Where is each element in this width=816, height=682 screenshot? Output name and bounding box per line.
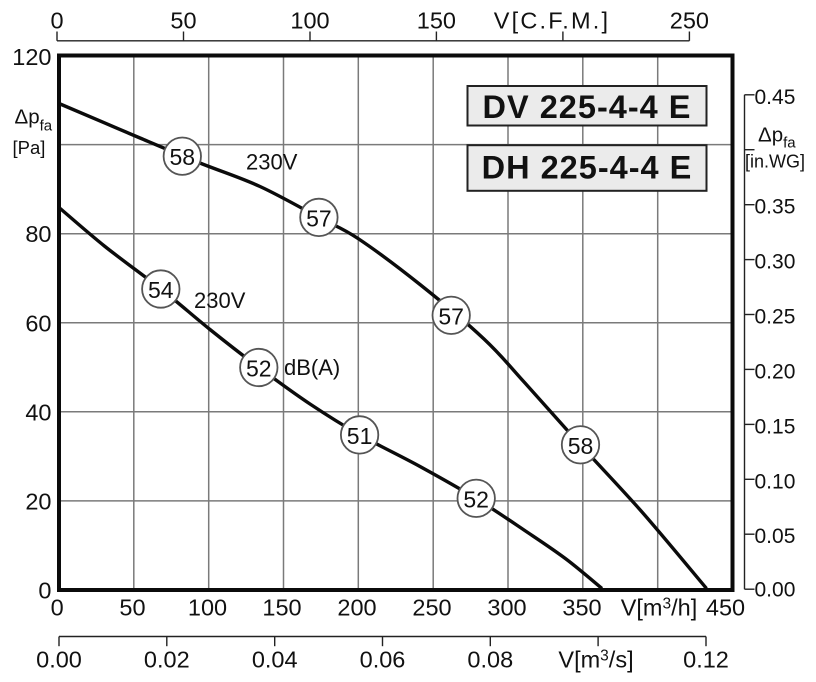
svg-text:40: 40: [25, 399, 51, 425]
svg-text:230V: 230V: [246, 150, 298, 175]
svg-text:0.02: 0.02: [144, 647, 190, 673]
svg-text:230V: 230V: [194, 288, 246, 313]
svg-text:50: 50: [170, 8, 196, 34]
svg-text:0.15: 0.15: [755, 415, 796, 438]
svg-text:0.06: 0.06: [360, 647, 406, 673]
svg-text:80: 80: [25, 221, 51, 247]
svg-text:0.12: 0.12: [683, 647, 729, 673]
svg-text:20: 20: [25, 488, 51, 514]
svg-text:58: 58: [568, 433, 594, 459]
svg-text:0.00: 0.00: [755, 579, 796, 602]
svg-text:0.45: 0.45: [755, 86, 796, 109]
svg-text:0.04: 0.04: [252, 647, 298, 673]
svg-text:450: 450: [706, 595, 745, 621]
svg-text:100: 100: [188, 595, 227, 621]
svg-text:0.25: 0.25: [755, 306, 796, 329]
svg-text:57: 57: [438, 303, 464, 329]
svg-text:0.35: 0.35: [755, 196, 796, 219]
svg-text:200: 200: [337, 595, 376, 621]
svg-text:0.08: 0.08: [467, 647, 513, 673]
svg-text:300: 300: [487, 595, 526, 621]
svg-text:[in.WG]: [in.WG]: [745, 152, 805, 172]
svg-text:100: 100: [290, 8, 329, 34]
svg-text:250: 250: [412, 595, 451, 621]
svg-text:57: 57: [306, 205, 332, 231]
svg-text:V[m3/h]: V[m3/h]: [621, 595, 698, 621]
svg-text:0: 0: [51, 595, 64, 621]
svg-text:150: 150: [417, 8, 456, 34]
svg-text:[Pa]: [Pa]: [13, 137, 46, 158]
svg-text:0.30: 0.30: [755, 251, 796, 274]
svg-text:350: 350: [562, 595, 601, 621]
svg-text:250: 250: [670, 8, 709, 34]
svg-text:120: 120: [12, 44, 51, 70]
svg-text:0.10: 0.10: [755, 470, 796, 493]
svg-text:52: 52: [246, 356, 272, 382]
svg-text:0.20: 0.20: [755, 360, 796, 383]
svg-text:58: 58: [170, 144, 196, 170]
svg-text:52: 52: [463, 486, 489, 512]
svg-text:54: 54: [148, 277, 174, 303]
svg-text:0.05: 0.05: [755, 525, 796, 548]
svg-text:50: 50: [119, 595, 145, 621]
svg-text:0: 0: [50, 8, 63, 34]
svg-text:DV 225-4-4 E: DV 225-4-4 E: [483, 89, 692, 125]
svg-text:60: 60: [25, 310, 51, 336]
svg-text:0: 0: [38, 578, 51, 604]
svg-text:150: 150: [262, 595, 301, 621]
svg-text:DH 225-4-4 E: DH 225-4-4 E: [482, 150, 693, 186]
svg-text:51: 51: [347, 423, 373, 449]
svg-text:V[m3/s]: V[m3/s]: [558, 647, 633, 673]
svg-text:V[C.F.M.]: V[C.F.M.]: [494, 8, 610, 34]
svg-text:dB(A): dB(A): [284, 355, 340, 380]
svg-text:0.00: 0.00: [36, 647, 82, 673]
